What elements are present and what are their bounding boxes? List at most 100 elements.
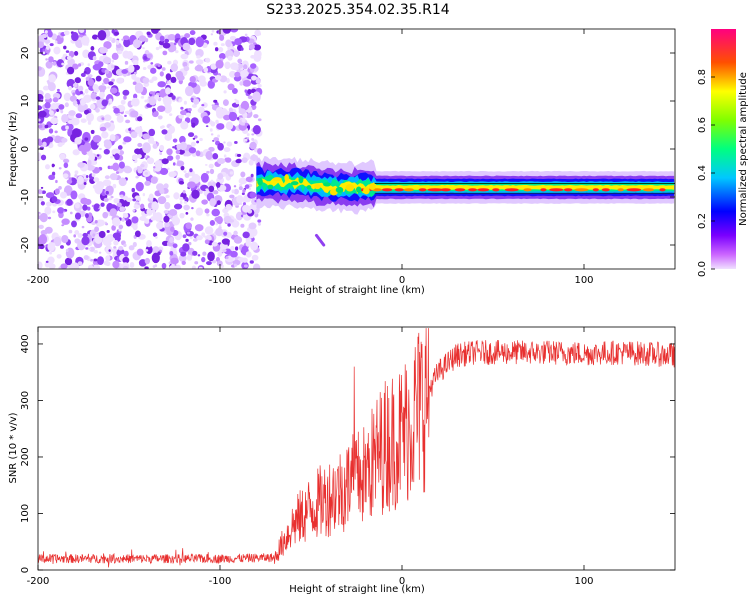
noise-speck xyxy=(244,138,248,142)
y-tick-label: 20 xyxy=(20,47,31,60)
noise-speck xyxy=(102,211,109,219)
noise-speck xyxy=(172,45,177,52)
noise-speck xyxy=(214,216,222,223)
noise-speck xyxy=(241,192,245,196)
noise-speck xyxy=(104,221,108,224)
noise-speck xyxy=(159,35,165,42)
noise-speck xyxy=(65,50,70,53)
noise-speck xyxy=(108,197,112,201)
noise-speck xyxy=(83,142,92,152)
noise-speck xyxy=(257,219,262,223)
noise-speck xyxy=(82,232,88,238)
noise-speck xyxy=(97,29,107,41)
noise-speck xyxy=(150,62,154,65)
x-tick-label: -100 xyxy=(209,275,232,286)
noise-speck xyxy=(144,99,147,103)
noise-speck xyxy=(223,215,232,224)
noise-speck xyxy=(101,99,108,107)
noise-speck xyxy=(210,63,217,70)
noise-speck xyxy=(102,56,112,65)
noise-speck xyxy=(111,87,116,92)
signal-blob xyxy=(306,185,312,190)
noise-speck xyxy=(157,81,167,88)
noise-speck xyxy=(172,146,175,149)
noise-speck xyxy=(235,158,242,164)
noise-speck xyxy=(178,180,185,185)
noise-speck xyxy=(197,254,201,257)
noise-speck xyxy=(38,105,43,111)
noise-speck xyxy=(229,35,237,41)
noise-speck xyxy=(215,75,222,81)
noise-speck xyxy=(186,231,191,235)
noise-speck xyxy=(104,175,110,180)
noise-speck xyxy=(233,230,238,236)
signal-blob xyxy=(323,182,332,187)
noise-speck xyxy=(93,250,98,254)
noise-speck xyxy=(242,204,251,213)
noise-speck xyxy=(215,106,224,116)
noise-speck xyxy=(193,98,200,105)
noise-speck xyxy=(184,33,191,39)
noise-speck xyxy=(93,258,98,262)
noise-speck xyxy=(215,59,224,69)
noise-speck xyxy=(101,82,105,86)
noise-speck xyxy=(88,153,96,162)
noise-speck xyxy=(167,155,174,161)
noise-speck xyxy=(180,53,189,60)
snr-panel: -200 -100 0 100 0 100 200 300 400 Height of stra… xyxy=(8,326,676,595)
noise-speck xyxy=(63,210,66,213)
noise-speck xyxy=(52,210,56,214)
noise-speck xyxy=(155,236,158,239)
noise-speck xyxy=(95,75,102,82)
noise-speck xyxy=(77,261,83,266)
noise-speck xyxy=(209,128,213,132)
noise-speck xyxy=(179,141,188,151)
noise-speck xyxy=(72,92,76,96)
noise-speck xyxy=(38,118,41,122)
noise-speck xyxy=(230,245,235,252)
noise-speck xyxy=(131,216,139,224)
noise-speck xyxy=(249,260,254,264)
noise-speck xyxy=(71,31,79,42)
noise-speck xyxy=(157,115,163,120)
noise-speck xyxy=(71,220,77,228)
noise-speck xyxy=(40,154,47,161)
noise-speck xyxy=(116,77,124,84)
noise-speck xyxy=(213,137,220,142)
noise-speck xyxy=(40,201,45,206)
x-tick-label: -100 xyxy=(209,576,232,587)
noise-region xyxy=(38,29,264,269)
noise-speck xyxy=(205,57,211,63)
noise-speck xyxy=(110,195,114,199)
noise-speck xyxy=(188,37,196,46)
noise-speck xyxy=(137,142,143,148)
noise-speck xyxy=(223,147,231,153)
noise-speck xyxy=(156,183,165,191)
noise-speck xyxy=(148,128,156,137)
noise-speck xyxy=(112,260,120,269)
noise-speck xyxy=(41,190,46,194)
noise-speck xyxy=(81,225,85,229)
noise-speck xyxy=(114,153,120,161)
noise-speck xyxy=(228,111,238,122)
noise-speck xyxy=(107,86,110,89)
noise-speck xyxy=(38,153,42,161)
noise-speck xyxy=(173,203,183,210)
signal-hotspot xyxy=(659,188,666,192)
noise-speck xyxy=(112,183,117,189)
noise-speck xyxy=(74,170,79,175)
noise-speck xyxy=(128,245,135,251)
noise-speck xyxy=(86,164,95,171)
noise-speck xyxy=(164,38,170,43)
noise-speck xyxy=(152,143,158,149)
noise-speck xyxy=(123,38,131,48)
noise-speck xyxy=(208,146,215,152)
noise-speck xyxy=(104,69,110,75)
noise-speck xyxy=(243,202,246,206)
noise-speck xyxy=(146,31,151,36)
noise-speck xyxy=(125,119,131,124)
signal-blob xyxy=(314,183,321,190)
noise-speck xyxy=(135,181,144,192)
noise-speck xyxy=(234,141,238,144)
noise-speck xyxy=(208,163,214,169)
